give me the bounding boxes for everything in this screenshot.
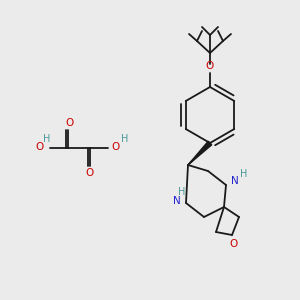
Text: N: N xyxy=(231,176,239,186)
Text: H: H xyxy=(240,169,248,179)
Text: O: O xyxy=(85,168,93,178)
Polygon shape xyxy=(188,141,212,165)
Text: O: O xyxy=(36,142,44,152)
Text: N: N xyxy=(173,196,181,206)
Text: O: O xyxy=(229,239,237,249)
Text: O: O xyxy=(112,142,120,152)
Text: H: H xyxy=(121,134,129,144)
Text: H: H xyxy=(178,187,186,197)
Text: O: O xyxy=(206,61,214,71)
Text: H: H xyxy=(43,134,51,144)
Text: O: O xyxy=(65,118,73,128)
